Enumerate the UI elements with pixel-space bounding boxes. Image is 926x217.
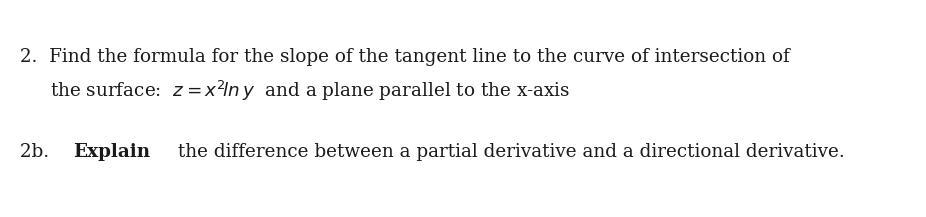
Text: the difference between a partial derivative and a directional derivative.: the difference between a partial derivat… xyxy=(172,143,845,161)
Text: 2.  Find the formula for the slope of the tangent line to the curve of intersect: 2. Find the formula for the slope of the… xyxy=(20,48,790,66)
Text: the surface:  $z = x^{2}\!\mathit{ln}\,y$  and a plane parallel to the x-axis: the surface: $z = x^{2}\!\mathit{ln}\,y$… xyxy=(50,79,570,103)
Text: 2b.: 2b. xyxy=(20,143,61,161)
Text: Explain: Explain xyxy=(73,143,150,161)
